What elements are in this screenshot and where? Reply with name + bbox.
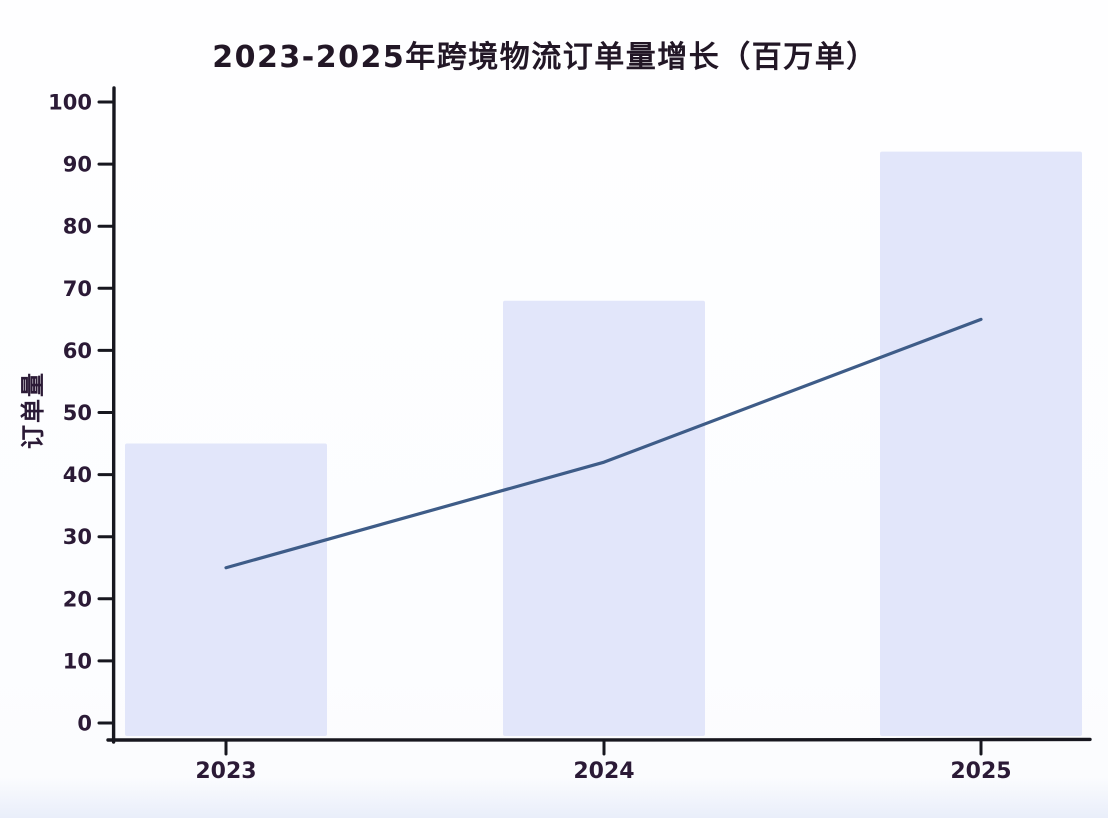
y-tick-label-70: 70	[63, 277, 92, 301]
y-tick-label-80: 80	[63, 215, 92, 239]
bar-2024	[503, 300, 705, 736]
chart-title: 2023-2025年跨境物流订单量增长（百万单）	[212, 40, 878, 75]
y-tick-label-50: 50	[63, 401, 92, 425]
bar-2025	[880, 151, 1082, 736]
y-tick-label-60: 60	[63, 339, 92, 363]
y-tick-label-40: 40	[63, 463, 92, 487]
y-tick-label-90: 90	[63, 153, 92, 177]
y-tick-label-0: 0	[77, 712, 92, 736]
y-tick-label-10: 10	[63, 649, 92, 673]
trend-line	[224, 317, 983, 570]
x-tick-label-2024: 2024	[573, 759, 634, 784]
x-axis-spine	[106, 737, 1092, 742]
y-tick-label-100: 100	[48, 91, 92, 115]
x-tick-label-2023: 2023	[195, 759, 256, 784]
bar-2023	[125, 443, 327, 736]
y-tick-label-30: 30	[63, 525, 92, 549]
y-tick-label-20: 20	[63, 587, 92, 611]
y-axis-spine	[111, 86, 116, 744]
x-tick-label-2025: 2025	[950, 759, 1011, 784]
